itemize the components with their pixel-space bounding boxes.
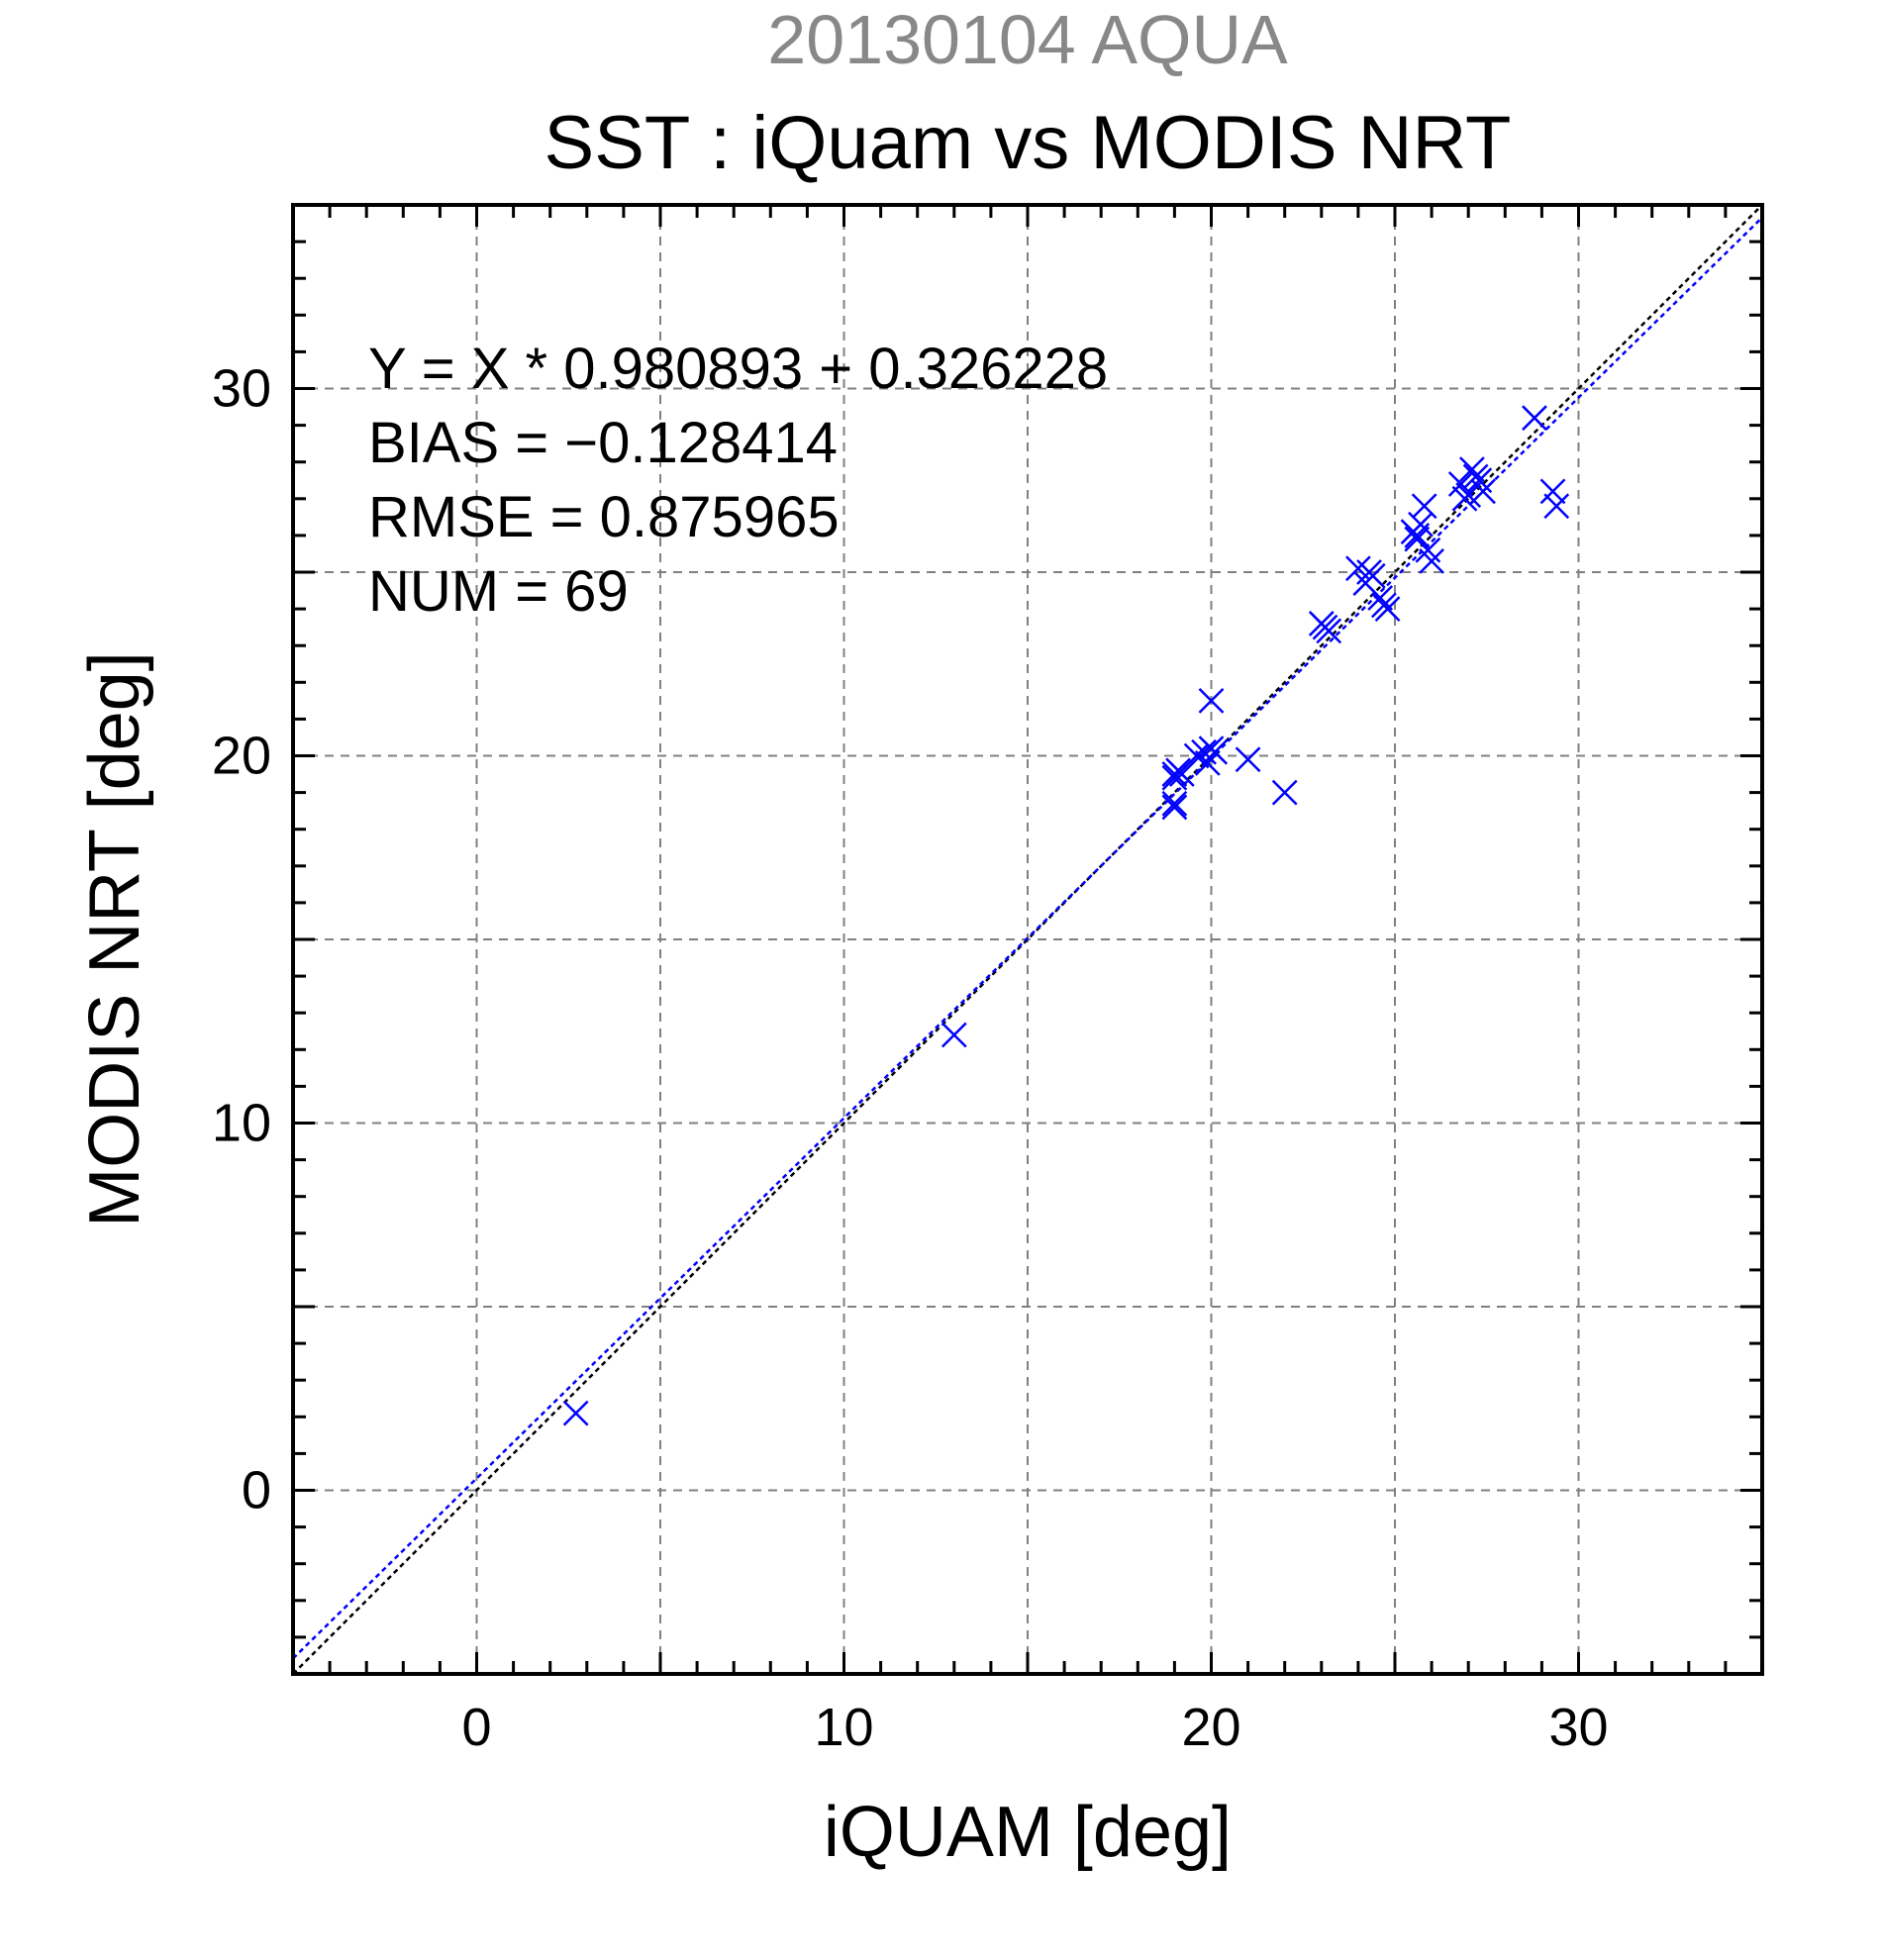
y-tick-label: 0: [242, 1461, 271, 1520]
tick-labels: 0 10 20 30 0 10 20 30: [212, 359, 1609, 1758]
data-point: [1419, 547, 1444, 574]
data-point: [1161, 790, 1188, 817]
stats-box: Y = X * 0.980893 + 0.326228 BIAS = −0.12…: [368, 337, 1108, 624]
data-point: [1194, 750, 1221, 776]
data-point: [1459, 456, 1485, 483]
data-point-stroke: [940, 1022, 967, 1048]
data-point: [1374, 596, 1401, 622]
data-point: [1271, 779, 1298, 806]
data-point-stroke: [1198, 687, 1225, 714]
data-point-stroke: [1161, 794, 1188, 821]
data-point-stroke: [1202, 738, 1229, 765]
data-point-stroke: [1466, 467, 1493, 494]
data-point-stroke: [1161, 790, 1188, 817]
data-point-stroke: [1374, 596, 1401, 622]
data-point-stroke: [1539, 478, 1566, 505]
data-point: [1161, 794, 1188, 821]
fit-lines: [292, 204, 1763, 1675]
data-point: [1161, 764, 1188, 791]
data-point: [1455, 482, 1482, 508]
data-point-stroke: [1352, 570, 1379, 597]
y-tick-label: 20: [212, 727, 271, 786]
data-point: [1202, 738, 1229, 765]
data-point-stroke: [1161, 764, 1188, 791]
x-tick-label: 20: [1181, 1698, 1240, 1757]
data-point: [562, 1400, 589, 1426]
data-point: [1235, 746, 1261, 773]
x-axis-label: iQUAM [deg]: [824, 1793, 1232, 1872]
data-point: [1316, 618, 1342, 644]
data-point: [1198, 687, 1225, 714]
data-point-stroke: [1191, 738, 1217, 765]
data-point-stroke: [1235, 746, 1261, 773]
x-tick-label: 10: [814, 1698, 873, 1757]
data-point-stroke: [1367, 585, 1394, 611]
y-tick-label: 30: [212, 359, 271, 419]
data-point: [1404, 526, 1431, 552]
chart-title: SST : iQuam vs MODIS NRT: [544, 101, 1512, 185]
data-point-stroke: [1447, 471, 1474, 497]
data-point: [1470, 478, 1496, 505]
x-tick-label: 30: [1548, 1698, 1608, 1757]
rmse-value: RMSE = 0.875965: [368, 485, 840, 549]
data-point-stroke: [1470, 478, 1496, 505]
data-point-stroke: [1168, 761, 1195, 787]
x-tick-label: 0: [461, 1698, 491, 1757]
data-point-stroke: [1194, 750, 1221, 776]
chart-date-title: 20130104 AQUA: [767, 1, 1288, 78]
data-point-stroke: [1316, 618, 1342, 644]
data-point: [1539, 478, 1566, 505]
y-tick-label: 10: [212, 1094, 271, 1153]
data-point: [1522, 405, 1547, 432]
grid: [293, 205, 1762, 1674]
data-point-stroke: [1522, 405, 1547, 432]
data-point: [1543, 493, 1570, 520]
regression-equation: Y = X * 0.980893 + 0.326228: [368, 337, 1108, 401]
data-point-stroke: [1455, 482, 1482, 508]
data-point-stroke: [1419, 547, 1444, 574]
data-point-stroke: [1183, 742, 1210, 769]
data-point: [1367, 585, 1394, 611]
data-point-stroke: [1459, 456, 1485, 483]
data-point-stroke: [1404, 526, 1431, 552]
data-points: [562, 405, 1570, 1426]
identity-line: [292, 204, 1763, 1675]
data-point-stroke: [1345, 555, 1371, 582]
data-point-stroke: [1408, 511, 1434, 538]
minor-ticks: [293, 205, 1762, 1674]
data-point: [1168, 761, 1195, 787]
data-point-stroke: [1411, 493, 1437, 520]
plot-frame: [291, 203, 1764, 1676]
data-point-stroke: [1543, 493, 1570, 520]
data-point-stroke: [1271, 779, 1298, 806]
data-point: [940, 1022, 967, 1048]
regression-line: [292, 216, 1763, 1660]
count-value: NUM = 69: [368, 559, 629, 624]
data-point: [1411, 493, 1437, 520]
bias-value: BIAS = −0.128414: [368, 411, 838, 475]
data-point-stroke: [562, 1400, 589, 1426]
y-axis-label: MODIS NRT [deg]: [75, 651, 154, 1227]
